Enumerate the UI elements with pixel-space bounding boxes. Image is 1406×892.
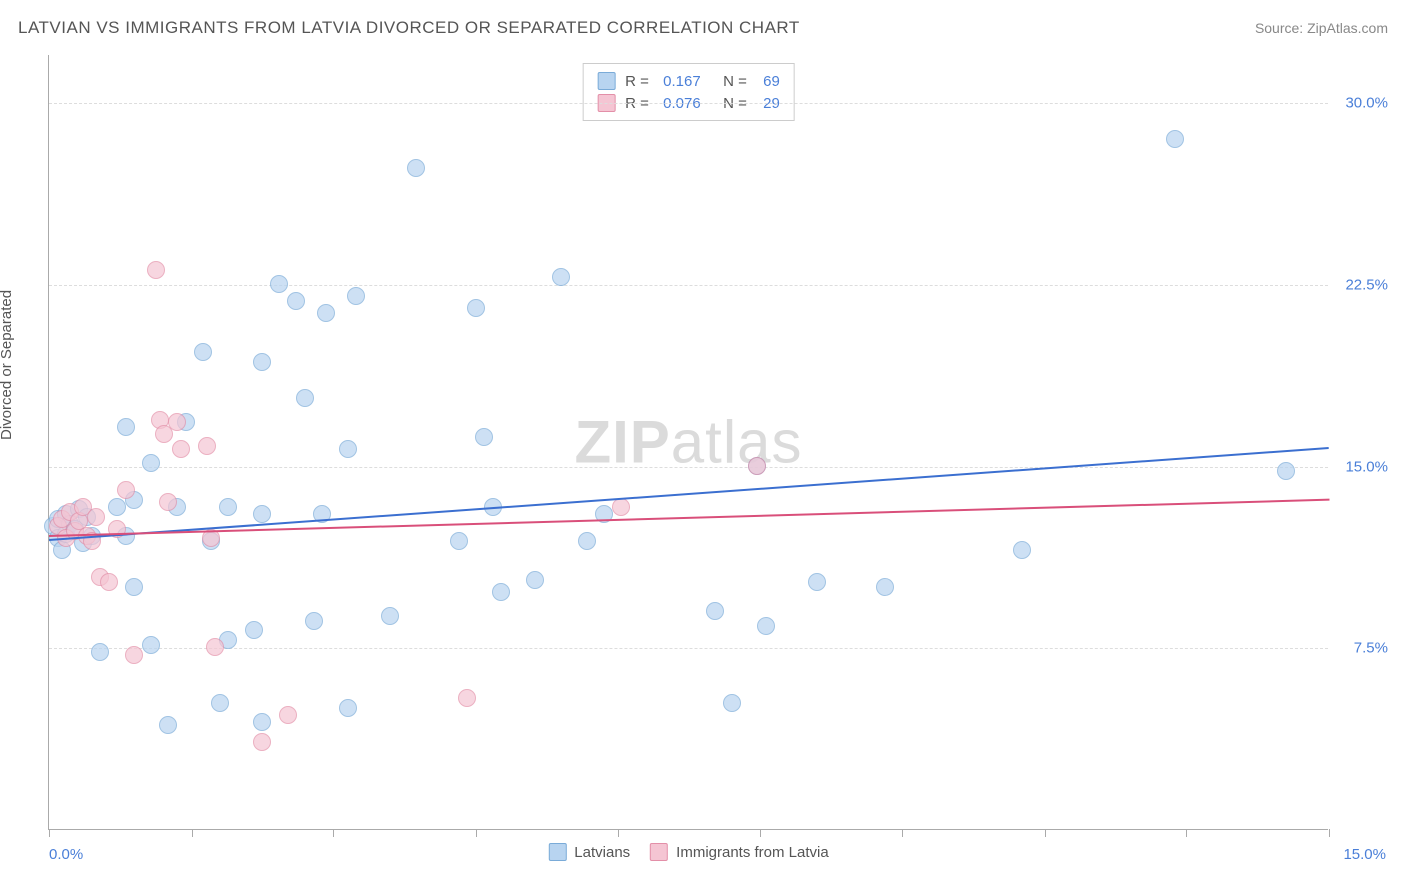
x-tick (49, 829, 50, 837)
data-point (317, 304, 335, 322)
data-point (492, 583, 510, 601)
data-point (876, 578, 894, 596)
data-point (450, 532, 468, 550)
x-tick (1045, 829, 1046, 837)
data-point (305, 612, 323, 630)
correlation-legend: R = 0.167 N = 69 R = 0.076 N = 29 (582, 63, 795, 121)
data-point (723, 694, 741, 712)
y-tick-label: 15.0% (1345, 458, 1388, 475)
data-point (206, 638, 224, 656)
x-tick (902, 829, 903, 837)
data-point (475, 428, 493, 446)
data-point (253, 733, 271, 751)
data-point (552, 268, 570, 286)
data-point (578, 532, 596, 550)
data-point (407, 159, 425, 177)
data-point (253, 713, 271, 731)
data-point (172, 440, 190, 458)
data-point (757, 617, 775, 635)
data-point (347, 287, 365, 305)
data-point (808, 573, 826, 591)
data-point (159, 493, 177, 511)
trend-line (49, 498, 1329, 536)
gridline (49, 285, 1328, 286)
x-tick (1329, 829, 1330, 837)
data-point (159, 716, 177, 734)
x-tick-label: 15.0% (1343, 846, 1386, 863)
data-point (87, 508, 105, 526)
data-point (467, 299, 485, 317)
y-tick-label: 22.5% (1345, 277, 1388, 294)
data-point (526, 571, 544, 589)
source-label: Source: ZipAtlas.com (1255, 20, 1388, 36)
x-tick-label: 0.0% (49, 846, 83, 863)
data-point (748, 457, 766, 475)
data-point (270, 275, 288, 293)
header: LATVIAN VS IMMIGRANTS FROM LATVIA DIVORC… (18, 18, 1388, 38)
data-point (253, 353, 271, 371)
data-point (147, 261, 165, 279)
data-point (1166, 130, 1184, 148)
data-point (219, 498, 237, 516)
data-point (381, 607, 399, 625)
swatch-immigrants-icon (650, 843, 668, 861)
data-point (117, 481, 135, 499)
data-point (142, 636, 160, 654)
data-point (91, 643, 109, 661)
legend-item-immigrants: Immigrants from Latvia (650, 843, 829, 861)
x-tick (618, 829, 619, 837)
data-point (142, 454, 160, 472)
data-point (117, 418, 135, 436)
x-tick (333, 829, 334, 837)
data-point (706, 602, 724, 620)
gridline (49, 467, 1328, 468)
legend-row-latvians: R = 0.167 N = 69 (597, 70, 780, 92)
data-point (287, 292, 305, 310)
x-tick (476, 829, 477, 837)
trend-line (49, 447, 1329, 541)
swatch-latvians-icon (548, 843, 566, 861)
data-point (168, 413, 186, 431)
data-point (245, 621, 263, 639)
x-tick (1186, 829, 1187, 837)
y-tick-label: 7.5% (1354, 640, 1388, 657)
legend-item-latvians: Latvians (548, 843, 630, 861)
x-tick (192, 829, 193, 837)
data-point (211, 694, 229, 712)
data-point (339, 440, 357, 458)
data-point (125, 646, 143, 664)
data-point (339, 699, 357, 717)
gridline (49, 103, 1328, 104)
data-point (1277, 462, 1295, 480)
y-axis-label: Divorced or Separated (0, 290, 15, 440)
chart-title: LATVIAN VS IMMIGRANTS FROM LATVIA DIVORC… (18, 18, 800, 38)
data-point (458, 689, 476, 707)
swatch-latvians (597, 72, 615, 90)
y-tick-label: 30.0% (1345, 95, 1388, 112)
chart-plot-area: ZIPatlas R = 0.167 N = 69 R = 0.076 N = … (48, 55, 1328, 830)
data-point (108, 498, 126, 516)
data-point (253, 505, 271, 523)
data-point (194, 343, 212, 361)
series-legend: Latvians Immigrants from Latvia (548, 843, 828, 861)
x-tick (760, 829, 761, 837)
gridline (49, 648, 1328, 649)
data-point (296, 389, 314, 407)
data-point (612, 498, 630, 516)
data-point (125, 578, 143, 596)
data-point (100, 573, 118, 591)
data-point (279, 706, 297, 724)
data-point (1013, 541, 1031, 559)
data-point (198, 437, 216, 455)
